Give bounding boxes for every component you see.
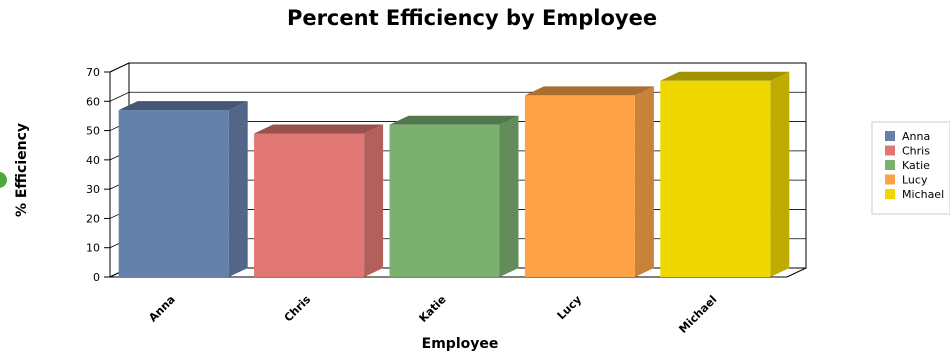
bar-front xyxy=(389,124,500,277)
x-axis-title: Employee xyxy=(422,336,499,352)
legend-label: Michael xyxy=(902,188,944,201)
bar-top xyxy=(660,71,790,81)
bar-side xyxy=(634,86,654,277)
chart-title: Percent Efficiency by Employee xyxy=(287,6,657,30)
y-tick-label: 30 xyxy=(86,183,100,196)
legend-swatch xyxy=(885,131,895,141)
legend-swatch xyxy=(885,160,895,170)
bar-katie xyxy=(389,115,519,277)
bar-chris xyxy=(254,124,384,277)
bar-side xyxy=(364,124,384,277)
bar-front xyxy=(660,80,771,278)
y-tick-label: 10 xyxy=(86,242,100,255)
legend-label: Lucy xyxy=(902,174,928,187)
bar-top xyxy=(524,86,654,96)
x-tick-label: Anna xyxy=(146,293,178,325)
y-tick-label: 0 xyxy=(93,271,100,284)
gridline xyxy=(109,62,806,73)
bar-anna xyxy=(118,101,248,277)
x-tick-label: Lucy xyxy=(555,293,584,322)
bar-front xyxy=(254,133,365,277)
x-tick-label: Chris xyxy=(282,293,314,325)
bar-top xyxy=(254,124,384,134)
bar-side xyxy=(770,71,790,278)
bar-front xyxy=(118,110,229,277)
bar-top xyxy=(389,115,519,125)
plot-area: 0 10 20 30 40 50 60 70 Anna Chris Katie Lucy Michael xyxy=(86,62,807,336)
legend-label: Anna xyxy=(902,130,930,143)
legend-swatch xyxy=(885,189,895,199)
y-tick-label: 40 xyxy=(86,154,100,167)
bar-michael xyxy=(660,71,790,278)
bar-lucy xyxy=(524,86,654,277)
bar-front xyxy=(524,95,635,277)
legend-label: Katie xyxy=(902,159,930,172)
y-tick-label: 50 xyxy=(86,125,100,138)
legend-label: Chris xyxy=(902,145,930,158)
y-tick-label: 70 xyxy=(86,66,100,79)
y-tick-label: 60 xyxy=(86,95,100,108)
bar-side xyxy=(228,101,248,277)
x-tick-label: Katie xyxy=(416,293,448,325)
legend-swatch xyxy=(885,145,895,156)
green-dot-icon xyxy=(0,172,7,188)
bar-top xyxy=(118,101,248,111)
bar-side xyxy=(499,115,519,277)
legend-swatch xyxy=(885,174,895,185)
y-tick-label: 20 xyxy=(86,212,100,225)
y-axis-title: % Efficiency xyxy=(14,123,30,217)
x-tick-label: Michael xyxy=(676,293,719,336)
